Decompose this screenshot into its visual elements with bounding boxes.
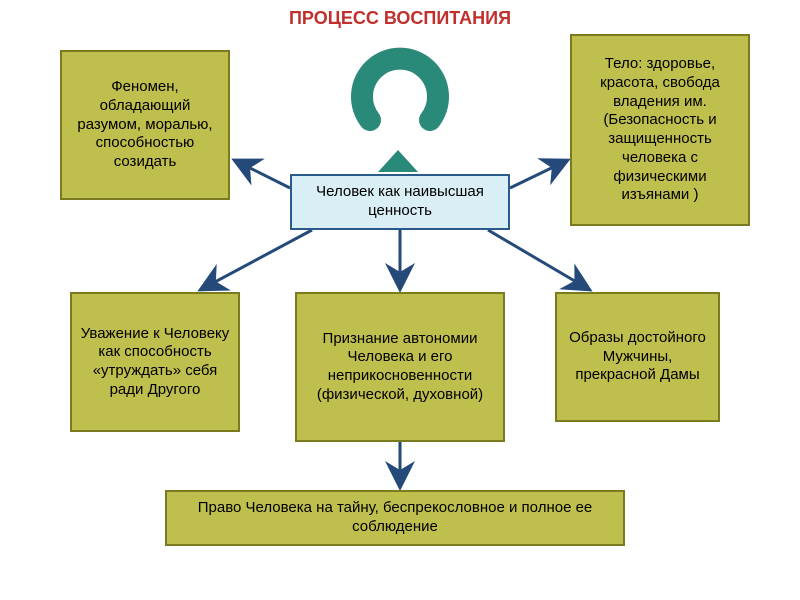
arrow-to-mid-left <box>200 230 312 290</box>
box-images: Образы достойного Мужчины, прекрасной Да… <box>555 292 720 422</box>
box-autonomy: Признание автономии Человека и его непри… <box>295 292 505 442</box>
box-phenomenon: Феномен, обладающий разумом, моралью, сп… <box>60 50 230 200</box>
box-respect: Уважение к Человеку как способность «утр… <box>70 292 240 432</box>
page-title: ПРОЦЕСС ВОСПИТАНИЯ <box>0 0 800 29</box>
arrow-to-mid-right <box>488 230 590 290</box>
arrow-to-top-left <box>234 160 290 188</box>
box-body-health: Тело: здоровье, красота, свобода владени… <box>570 34 750 226</box>
arrow-to-top-right <box>510 160 568 188</box>
box-secret-right: Право Человека на тайну, беспрекословное… <box>165 490 625 546</box>
cycle-icon <box>362 59 438 172</box>
box-center-value: Человек как наивысшая ценность <box>290 174 510 230</box>
